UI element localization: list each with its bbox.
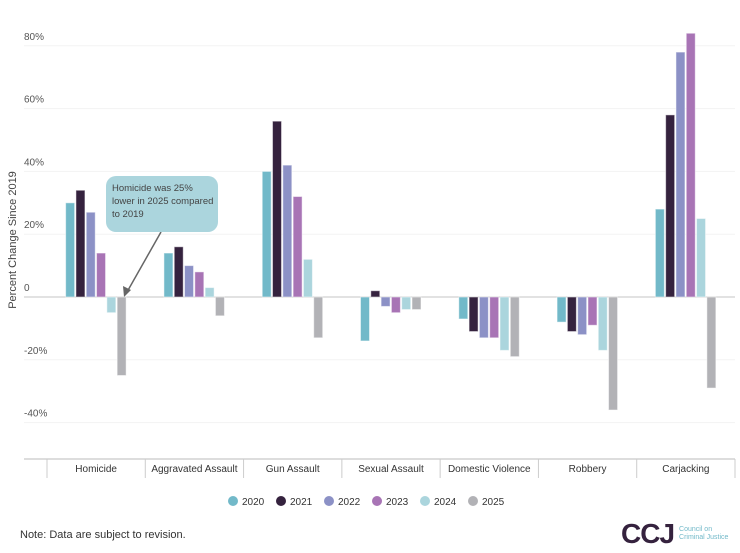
bar-chart: 80% 60% 40% 20% 0 -20% -40% Percent Change Sinc… (7, 32, 736, 508)
x-tick-label: Aggravated Assault (151, 464, 237, 475)
legend-label: 2022 (338, 497, 361, 508)
bar-domestic-violence-2021 (468, 296, 479, 333)
legend-label: 2023 (386, 497, 409, 508)
bar-homicide-2021 (75, 189, 86, 298)
bar-domestic-violence-2024 (499, 296, 510, 351)
bar-carjacking-2024 (696, 218, 707, 298)
bar-sexual-assault-2022 (380, 296, 391, 307)
bar-aggravated-assault-2022 (184, 265, 195, 298)
bar-aggravated-assault-2021 (173, 246, 184, 298)
x-tick-label: Gun Assault (266, 464, 320, 475)
legend-label: 2025 (482, 497, 505, 508)
y-tick-label: 0 (24, 283, 30, 294)
bar-sexual-assault-2025 (411, 296, 422, 311)
ccj-logo: CCJ Council on Criminal Justice (621, 518, 729, 550)
bar-homicide-2023 (96, 252, 107, 298)
legend-marker-2021 (276, 496, 286, 506)
legend-marker-2020 (228, 496, 238, 506)
bar-robbery-2021 (566, 296, 577, 333)
legend-label: 2021 (290, 497, 313, 508)
bar-sexual-assault-2020 (360, 296, 370, 342)
footnote: Note: Data are subject to revision. (20, 529, 186, 541)
legend-label: 2024 (434, 497, 457, 508)
x-tick-label: Carjacking (662, 464, 709, 475)
bar-robbery-2024 (597, 296, 608, 351)
bar-gun-assault-2022 (282, 164, 293, 298)
bar-carjacking-2023 (685, 32, 696, 298)
legend-marker-2022 (324, 496, 334, 506)
bar-sexual-assault-2021 (370, 290, 381, 298)
bar-gun-assault-2020 (261, 170, 272, 298)
legend-marker-2024 (420, 496, 430, 506)
annotation-arrow (126, 231, 162, 293)
bar-carjacking-2025 (706, 296, 717, 389)
x-tick-label: Robbery (569, 464, 607, 475)
bar-aggravated-assault-2025 (214, 296, 225, 317)
x-tick-label: Sexual Assault (358, 464, 424, 475)
legend-marker-2023 (372, 496, 382, 506)
bar-robbery-2023 (587, 296, 598, 326)
bar-homicide-2022 (85, 211, 96, 298)
bar-gun-assault-2024 (302, 258, 313, 298)
bar-homicide-2020 (65, 202, 76, 298)
y-tick-label: 80% (24, 32, 44, 43)
y-tick-label: -20% (24, 346, 47, 357)
bar-gun-assault-2021 (272, 120, 283, 298)
y-tick-label: -40% (24, 409, 47, 420)
bar-sexual-assault-2024 (401, 296, 412, 311)
bar-sexual-assault-2023 (390, 296, 401, 314)
y-tick-label: 60% (24, 95, 44, 106)
bar-domestic-violence-2020 (458, 296, 469, 320)
bar-carjacking-2020 (654, 208, 665, 298)
bar-gun-assault-2023 (292, 196, 303, 298)
bar-aggravated-assault-2023 (194, 271, 205, 298)
y-tick-label: 20% (24, 220, 44, 231)
y-axis-label: Percent Change Since 2019 (7, 171, 19, 309)
logo-mark: CCJ (621, 518, 675, 549)
x-tick-label: Homicide (75, 464, 117, 475)
bar-domestic-violence-2025 (509, 296, 520, 358)
logo-text: Council on Criminal Justice (679, 526, 729, 541)
y-tick-label: 40% (24, 157, 44, 168)
bar-robbery-2020 (556, 296, 567, 323)
bar-homicide-2024 (106, 296, 117, 314)
bar-domestic-violence-2023 (489, 296, 500, 339)
bar-carjacking-2021 (665, 114, 676, 298)
annotation-callout: Homicide was 25% lower in 2025 compared … (106, 176, 218, 232)
bar-robbery-2022 (577, 296, 588, 336)
legend-marker-2025 (468, 496, 478, 506)
bar-aggravated-assault-2020 (163, 252, 174, 298)
bar-aggravated-assault-2024 (204, 287, 215, 298)
bar-domestic-violence-2022 (478, 296, 489, 339)
bar-homicide-2025 (116, 296, 127, 376)
annotation-arrowhead (123, 286, 131, 297)
legend-label: 2020 (242, 497, 265, 508)
bar-robbery-2025 (608, 296, 619, 411)
bar-gun-assault-2025 (313, 296, 324, 339)
bar-carjacking-2022 (675, 51, 686, 298)
x-tick-label: Domestic Violence (448, 464, 531, 475)
